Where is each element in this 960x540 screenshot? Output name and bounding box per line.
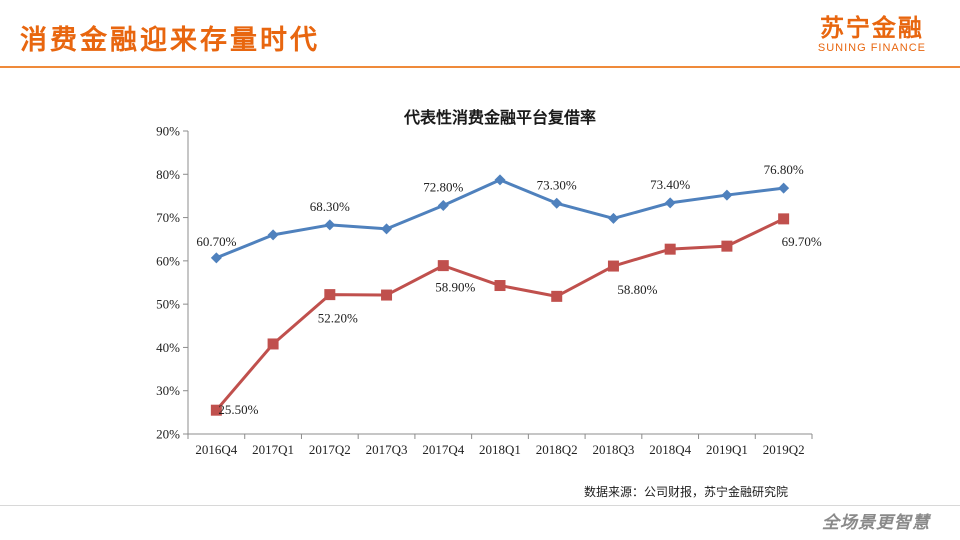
data-point-square [267, 338, 279, 350]
header-divider [0, 66, 960, 68]
data-label: 73.40% [650, 177, 690, 192]
data-label: 58.90% [435, 280, 475, 295]
chart-title: 代表性消费金融平台复借率 [403, 108, 596, 127]
data-label: 72.80% [423, 179, 463, 194]
series-line-1 [215, 178, 784, 260]
data-point-square [210, 404, 222, 416]
y-tick-label: 80% [156, 167, 180, 182]
data-label: 73.30% [537, 177, 577, 192]
data-point-diamond [494, 174, 506, 186]
x-tick-label: 2019Q1 [706, 442, 748, 457]
data-point-diamond [664, 197, 676, 209]
x-tick-label: 2018Q4 [649, 442, 691, 457]
data-point-square [324, 289, 336, 301]
data-label: 52.20% [318, 311, 358, 326]
brand-logo: 苏宁金融 SUNING FINANCE [818, 14, 926, 54]
data-point-square [551, 290, 563, 302]
data-label: 25.50% [218, 402, 258, 417]
data-source-note: 数据来源：公司财报，苏宁金融研究院 [584, 485, 789, 499]
data-label: 69.70% [782, 234, 822, 249]
brand-name-en: SUNING FINANCE [817, 42, 926, 54]
data-point-diamond [210, 252, 222, 264]
data-point-square [381, 289, 393, 301]
y-tick-label: 90% [156, 124, 180, 139]
x-tick-label: 2018Q2 [536, 442, 578, 457]
y-tick-label: 30% [156, 383, 180, 398]
x-tick-label: 2018Q1 [479, 442, 521, 457]
y-tick-label: 20% [156, 427, 180, 442]
data-point-diamond [437, 199, 449, 211]
data-point-diamond [721, 189, 733, 201]
data-point-diamond [324, 219, 336, 231]
series-line-2 [215, 217, 785, 412]
brand-name-cn: 苏宁金融 [819, 14, 924, 42]
data-point-square [607, 260, 619, 272]
y-tick-label: 40% [156, 340, 180, 355]
x-tick-label: 2019Q2 [763, 442, 805, 457]
x-tick-label: 2016Q4 [195, 442, 237, 457]
data-point-square [721, 240, 733, 252]
data-point-diamond [267, 229, 279, 241]
data-label: 58.80% [617, 282, 657, 297]
data-point-square [664, 243, 676, 255]
data-point-diamond [778, 182, 790, 194]
data-point-diamond [607, 212, 619, 224]
x-tick-label: 2018Q3 [593, 442, 635, 457]
data-label: 68.30% [310, 199, 350, 214]
footer-divider [0, 505, 960, 506]
data-point-square [437, 260, 449, 272]
y-tick-label: 70% [156, 210, 180, 225]
y-tick-label: 50% [156, 297, 180, 312]
data-point-diamond [381, 223, 393, 235]
x-tick-label: 2017Q2 [309, 442, 351, 457]
x-tick-label: 2017Q4 [422, 442, 464, 457]
data-label: 76.80% [764, 162, 804, 177]
data-label: 60.70% [196, 234, 236, 249]
data-point-diamond [551, 197, 563, 209]
x-tick-label: 2017Q1 [252, 442, 294, 457]
data-point-square [778, 213, 790, 225]
footer-slogan: 全场景更智慧 [822, 513, 930, 533]
data-point-square [494, 280, 506, 292]
slide-title: 消费金融迎来存量时代 [20, 25, 320, 56]
x-tick-label: 2017Q3 [366, 442, 408, 457]
y-tick-label: 60% [156, 253, 180, 268]
